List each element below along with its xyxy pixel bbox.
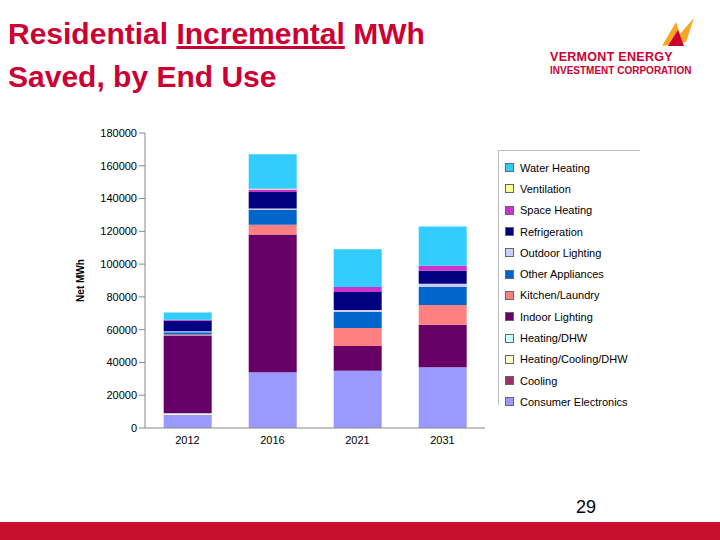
html-text:Heating/DHW: Heating/DHW: [520, 332, 588, 344]
svg-text:180000: 180000: [100, 127, 137, 139]
svg-text:2012: 2012: [175, 434, 199, 446]
svg-text:Net MWh: Net MWh: [75, 259, 86, 302]
svg-text:2021: 2021: [345, 434, 369, 446]
html-text:Consumer Electronics: Consumer Electronics: [520, 395, 628, 408]
svg-text:120000: 120000: [100, 225, 137, 237]
html-text:Water Heating: Water Heating: [520, 161, 590, 174]
html-text:Indoor Lighting: Indoor Lighting: [520, 310, 593, 323]
svg-text:20000: 20000: [106, 389, 137, 401]
html-text:Kitchen/Laundry: Kitchen/Laundry: [520, 289, 600, 302]
svg-text:2016: 2016: [260, 434, 284, 446]
svg-text:2031: 2031: [430, 434, 454, 446]
html-text:INVESTMENT CORPORATION: INVESTMENT CORPORATION: [550, 65, 692, 76]
svg-text:40000: 40000: [106, 356, 137, 368]
html-text:Saved, by End Use: Saved, by End Use: [8, 60, 277, 93]
svg-text:80000: 80000: [106, 291, 137, 303]
html-text:Ventilation: Ventilation: [520, 182, 571, 195]
html-text:Cooling: Cooling: [520, 374, 558, 387]
html-text:Outdoor Lighting: Outdoor Lighting: [520, 246, 602, 259]
svg-text:140000: 140000: [100, 192, 137, 204]
svg-text:0: 0: [131, 422, 137, 434]
html-text:29: 29: [576, 497, 596, 517]
html-text:VERMONT ENERGY: VERMONT ENERGY: [550, 50, 673, 64]
html-text:Refrigeration: Refrigeration: [520, 225, 583, 238]
html-text:Space Heating: Space Heating: [520, 204, 593, 217]
svg-text:100000: 100000: [100, 258, 137, 270]
html-text:Other Appliances: Other Appliances: [520, 268, 604, 281]
html-text:Heating/Cooling/DHW: Heating/Cooling/DHW: [520, 353, 628, 366]
svg-text:160000: 160000: [100, 160, 137, 172]
svg-text:60000: 60000: [106, 324, 137, 336]
html-text:Residential Incremental MWh: Residential Incremental MWh: [8, 17, 425, 50]
